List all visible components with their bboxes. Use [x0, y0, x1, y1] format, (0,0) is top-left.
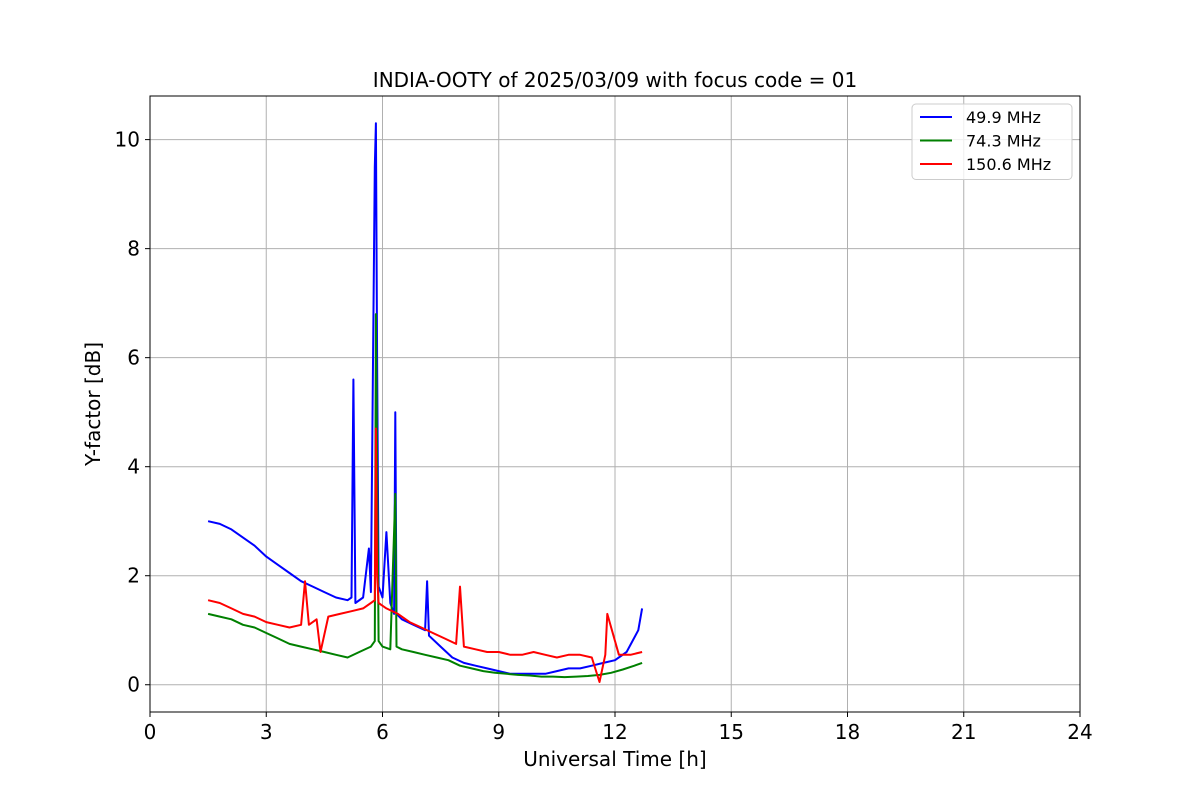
y-axis-label: Y-factor [dB] — [81, 342, 105, 467]
y-tick-label: 4 — [127, 455, 140, 479]
legend: 49.9 MHz 74.3 MHz 150.6 MHz — [911, 103, 1073, 180]
x-tick-label: 15 — [719, 720, 744, 744]
series-line-3 — [207, 427, 643, 683]
x-tick-label: 12 — [602, 720, 627, 744]
y-tick-label: 10 — [115, 128, 140, 152]
x-tick-label: 6 — [376, 720, 389, 744]
chart-title: INDIA-OOTY of 2025/03/09 with focus code… — [373, 68, 857, 92]
legend-box — [911, 103, 1073, 180]
y-tick-label: 6 — [127, 346, 140, 370]
y-tick-label: 2 — [127, 564, 140, 588]
series-line-1 — [207, 122, 644, 675]
y-tick-label: 0 — [127, 673, 140, 697]
series-line-2 — [207, 313, 643, 679]
x-tick-label: 0 — [144, 720, 157, 744]
legend-label-1: 49.9 MHz — [966, 108, 1041, 127]
y-tick-label: 8 — [127, 237, 140, 261]
x-axis-label: Universal Time [h] — [523, 747, 706, 771]
x-tick-label: 24 — [1067, 720, 1092, 744]
x-tick-label: 3 — [260, 720, 273, 744]
x-tick-label: 18 — [835, 720, 860, 744]
x-tick-label: 21 — [951, 720, 976, 744]
series-layer — [207, 122, 644, 683]
x-tick-label: 9 — [492, 720, 505, 744]
legend-label-3: 150.6 MHz — [966, 155, 1051, 174]
legend-label-2: 74.3 MHz — [966, 132, 1041, 151]
